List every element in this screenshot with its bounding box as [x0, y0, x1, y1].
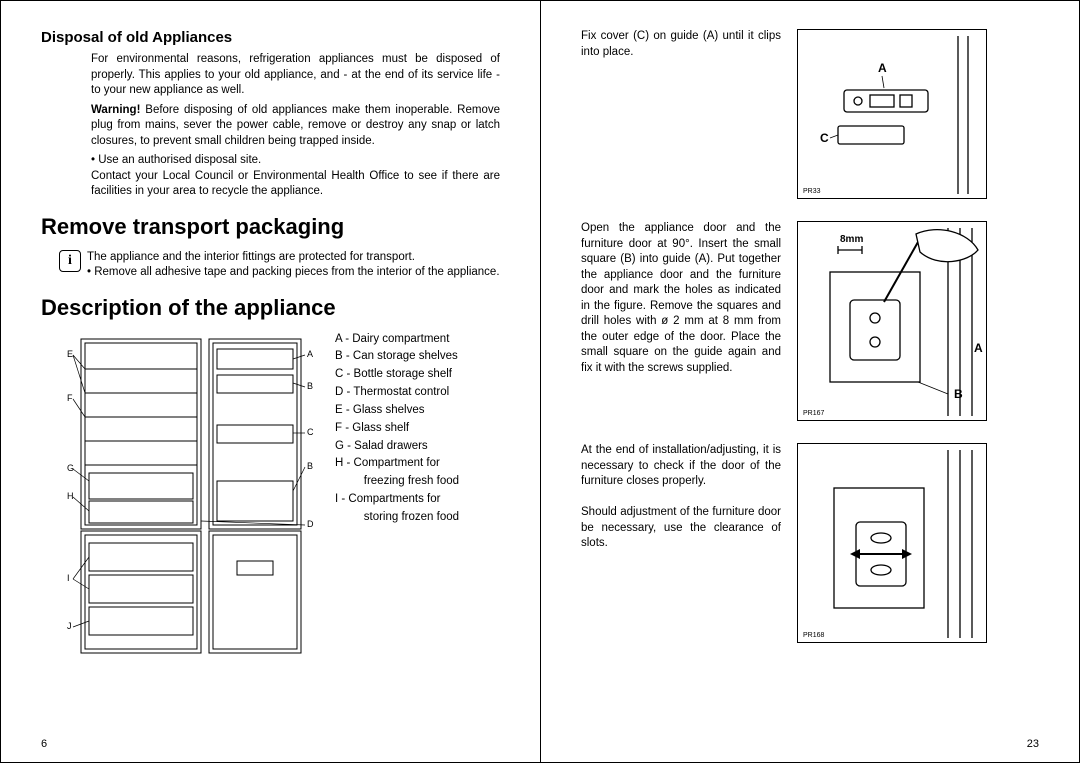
text-fig3b: Should adjustment of the furniture door … [581, 506, 781, 549]
text-fig2: Open the appliance door and the furnitur… [581, 221, 781, 376]
svg-text:B: B [307, 461, 313, 471]
heading-remove-packaging: Remove transport packaging [41, 214, 500, 240]
svg-text:D: D [307, 519, 314, 529]
figure-1: A C PR33 [797, 29, 987, 199]
description-row: E F G H I J A [41, 331, 500, 661]
bullet-disposal: • Use an authorised disposal site. [91, 153, 500, 169]
svg-text:B: B [307, 381, 313, 391]
heading-disposal: Disposal of old Appliances [41, 29, 500, 46]
legend-I2: storing frozen food [335, 509, 459, 527]
info-text-2: • Remove all adhesive tape and packing p… [87, 265, 500, 281]
heading-description: Description of the appliance [41, 295, 500, 321]
svg-text:G: G [67, 463, 74, 473]
svg-text:C: C [307, 427, 314, 437]
legend-D: D - Thermostat control [335, 384, 459, 402]
svg-text:8mm: 8mm [840, 234, 863, 245]
legend-list: A - Dairy compartment B - Can storage sh… [335, 331, 459, 661]
legend-F: F - Glass shelf [335, 420, 459, 438]
figure-3-svg [798, 444, 988, 644]
legend-I: I - Compartments for [335, 491, 459, 509]
page-number-left: 6 [41, 738, 47, 750]
figure-2-svg: 8mm A B [798, 222, 988, 422]
page-left: Disposal of old Appliances For environme… [0, 0, 540, 763]
warning-label: Warning! [91, 104, 140, 116]
figure-2-ref: PR167 [803, 410, 824, 417]
para-disposal-1: For environmental reasons, refrigeration… [91, 52, 500, 99]
text-fig3: At the end of installation/adjusting, it… [581, 443, 781, 552]
figure-1-ref: PR33 [803, 188, 821, 195]
svg-text:C: C [820, 131, 829, 145]
figure-1-svg: A C [798, 30, 988, 200]
legend-E: E - Glass shelves [335, 402, 459, 420]
svg-text:F: F [67, 393, 73, 403]
svg-text:A: A [974, 341, 983, 355]
svg-text:I: I [67, 573, 70, 583]
warning-text: Before disposing of old appliances make … [91, 104, 500, 147]
row-fig3: At the end of installation/adjusting, it… [581, 443, 1039, 643]
row-fig2: Open the appliance door and the furnitur… [581, 221, 1039, 421]
row-fig1: Fix cover (C) on guide (A) until it clip… [581, 29, 1039, 199]
legend-H2: freezing fresh food [335, 473, 459, 491]
legend-B: B - Can storage shelves [335, 348, 459, 366]
legend-H: H - Compartment for [335, 455, 459, 473]
page-number-right: 23 [1027, 738, 1039, 750]
appliance-diagram: E F G H I J A [41, 331, 321, 661]
svg-text:J: J [67, 621, 72, 631]
svg-text:A: A [307, 349, 313, 359]
figure-3-ref: PR168 [803, 632, 824, 639]
page-right: Fix cover (C) on guide (A) until it clip… [540, 0, 1080, 763]
svg-text:B: B [954, 387, 963, 401]
figure-2: 8mm A B PR167 [797, 221, 987, 421]
info-icon: i [59, 250, 81, 272]
para-disposal-2: Contact your Local Council or Environmen… [91, 169, 500, 200]
text-fig3a: At the end of installation/adjusting, it… [581, 444, 781, 487]
svg-text:H: H [67, 491, 74, 501]
legend-G: G - Salad drawers [335, 438, 459, 456]
legend-C: C - Bottle storage shelf [335, 366, 459, 384]
svg-text:A: A [878, 61, 887, 75]
legend-A: A - Dairy compartment [335, 331, 459, 349]
info-text-1: The appliance and the interior fittings … [87, 250, 500, 266]
svg-text:E: E [67, 349, 73, 359]
para-warning: Warning! Before disposing of old applian… [91, 103, 500, 150]
text-fig1: Fix cover (C) on guide (A) until it clip… [581, 29, 781, 60]
info-block-packaging: i The appliance and the interior fitting… [59, 250, 500, 281]
figure-3: PR168 [797, 443, 987, 643]
